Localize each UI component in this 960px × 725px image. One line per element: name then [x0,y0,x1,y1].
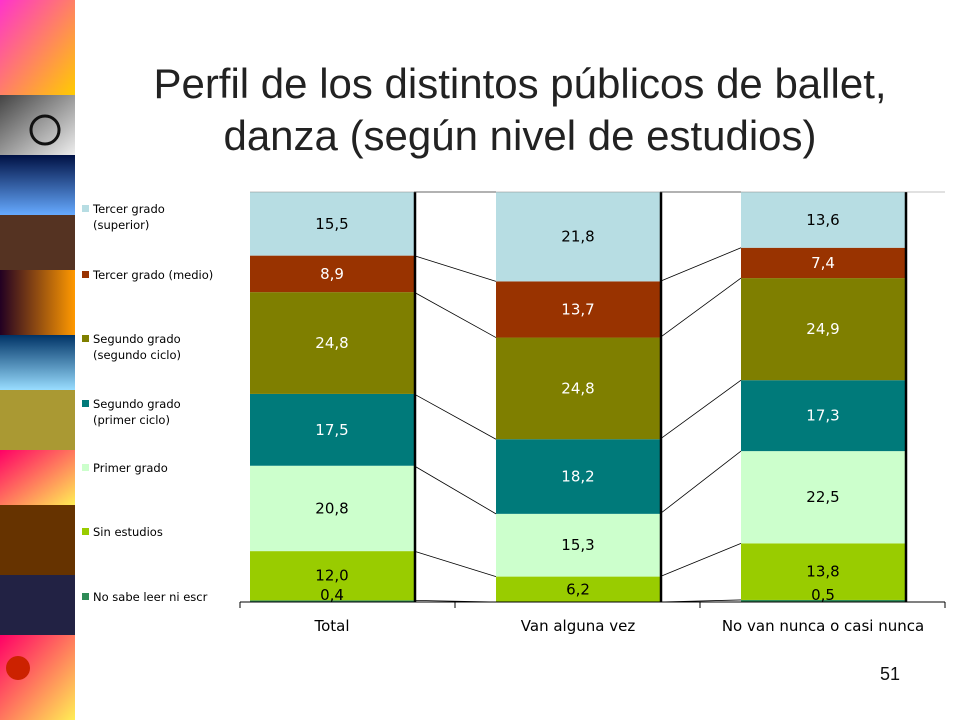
x-tick-label-2: Van alguna vez [521,617,636,635]
data-label-1-5: 24,8 [315,334,348,352]
bar-segment-1-4 [250,393,414,466]
series-line-1-5 [413,291,497,338]
bar-segment-3-6 [741,247,905,279]
bar-segment-3-7 [741,192,905,248]
bar-segment-2-3 [496,513,660,577]
data-label-3-2: 13,8 [806,563,839,581]
legend-label-7: No sabe leer ni escr [93,590,208,604]
data-label-1-7: 15,5 [315,215,348,233]
data-label-2-6: 13,7 [561,300,594,318]
bar-segment-1-2 [250,551,414,601]
series-line-2-6 [659,247,742,282]
legend-label-2: Tercer grado (medio) [92,268,213,282]
legend-swatch-5 [82,464,89,471]
data-label-1-4: 17,5 [315,421,348,439]
photo-collage-image [0,0,75,720]
bar-segment-2-7 [496,192,660,282]
legend-label-5: Primer grado [93,461,168,475]
legend-swatch-1 [82,205,89,212]
legend-label-3-line-2: (segundo ciclo) [93,348,181,362]
data-label-1-2: 12,0 [315,567,348,585]
legend-label-3-line-1: Segundo grado [93,332,181,346]
x-tick-label-1: Total [313,617,349,635]
bar-segment-2-4 [496,439,660,514]
series-line-1-2 [413,550,497,577]
bar-segment-1-7 [250,192,414,256]
page-number: 51 [879,664,901,684]
data-label-1-1: 0,4 [320,586,344,604]
bar-segment-3-5 [741,278,905,381]
data-label-3-6: 7,4 [811,254,835,272]
series-line-2-3 [659,450,742,515]
bar-segment-3-4 [741,380,905,452]
data-label-1-3: 20,8 [315,499,348,517]
data-label-2-2: 6,2 [566,580,590,598]
data-label-3-5: 24,9 [806,320,839,338]
legend-swatch-7 [82,593,89,600]
bar-segment-2-6 [496,281,660,338]
series-line-2-4 [659,379,742,440]
legend-swatch-3 [82,335,89,342]
decorative-photo-strip [0,0,75,720]
series-line-1-3 [413,465,497,515]
x-tick-label-3: No van nunca o casi nunca [722,617,924,635]
legend-label-4-line-2: (primer ciclo) [93,413,170,427]
legend-label-1-line-1: Tercer grado [92,202,165,216]
series-line-2-2 [659,542,742,577]
series-line-1-6 [413,255,497,282]
bar-segment-1-3 [250,465,414,552]
bar-segment-3-1 [741,599,905,602]
slide-title-line-2: danza (según nivel de estudios) [223,112,817,159]
legend-label-1-line-2: (superior) [93,218,149,232]
bar-segment-1-5 [250,292,414,394]
series-line-2-5 [659,277,742,338]
slide-title-line-1: Perfil de los distintos públicos de ball… [153,60,887,107]
data-label-1-6: 8,9 [320,265,344,283]
legend-swatch-6 [82,528,89,535]
bar-segment-1-6 [250,255,414,293]
legend-swatch-4 [82,400,89,407]
bar-segment-2-5 [496,337,660,440]
data-label-2-7: 21,8 [561,228,594,246]
data-label-3-1: 0,5 [811,586,835,604]
bar-segment-2-2 [496,576,660,602]
data-label-3-4: 17,3 [806,407,839,425]
bar-segment-3-3 [741,451,905,544]
data-label-3-7: 13,6 [806,211,839,229]
bar-segment-3-2 [741,543,905,600]
slide-title: Perfil de los distintos públicos de ball… [80,58,960,162]
bar-segment-1-1 [250,600,414,602]
legend-label-6: Sin estudios [93,525,163,539]
data-label-2-4: 18,2 [561,468,594,486]
legend-swatch-2 [82,271,89,278]
data-label-2-3: 15,3 [561,536,594,554]
series-line-1-4 [413,393,497,440]
legend-label-4-line-1: Segundo grado [93,397,181,411]
data-label-2-5: 24,8 [561,379,594,397]
data-label-3-3: 22,5 [806,488,839,506]
